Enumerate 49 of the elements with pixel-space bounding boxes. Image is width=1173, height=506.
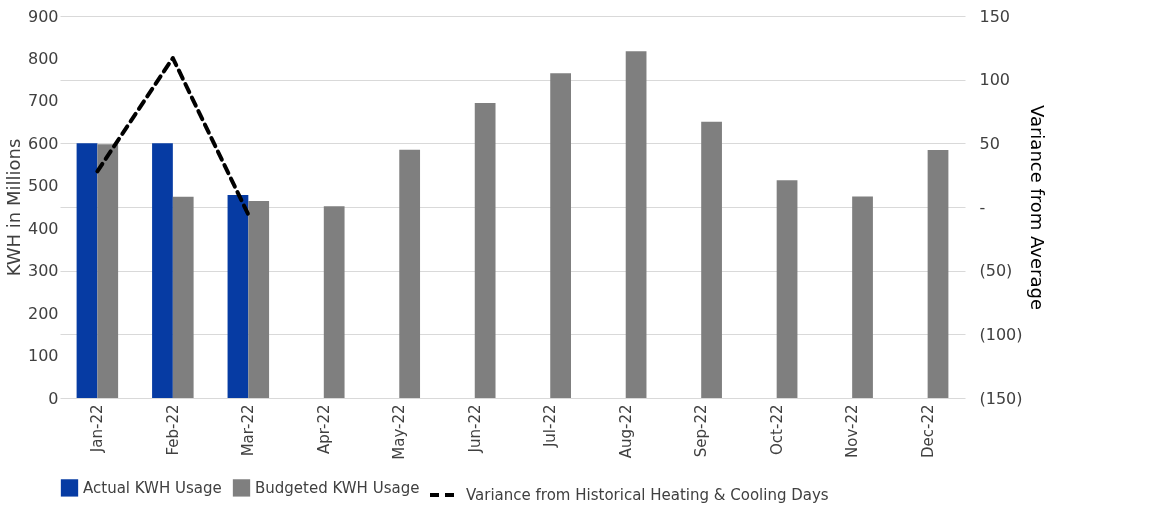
y2-tick-label: (150) [979,388,1023,408]
y2-axis-title: Variance from Average [1026,104,1048,311]
x-tick-label: Apr-22 [314,404,333,454]
y2-tick-label: - [979,197,986,217]
x-tick-label: Feb-22 [163,404,182,456]
bar [701,121,722,398]
y-tick-label: 800 [27,48,59,68]
bar [248,201,270,398]
y-tick-label: 100 [27,346,59,366]
x-tick-label: Nov-22 [843,404,862,458]
y-tick-label: 300 [27,261,59,281]
y-tick-label: 400 [27,218,59,238]
y-tick-label: 200 [27,303,59,323]
bar [97,144,119,398]
y2-tick-label: 50 [979,133,1000,153]
x-tick-label: Mar-22 [239,404,258,457]
y2-tick-label: (100) [979,324,1023,344]
bar [625,51,647,398]
x-tick-label: May-22 [390,404,409,460]
y-tick-label: 500 [27,176,59,196]
x-tick-label: Jun-22 [465,404,484,454]
x-tick-label: Oct-22 [767,404,786,455]
y2-tick-label: 150 [979,6,1011,26]
legend-label: Actual KWH Usage [83,478,222,497]
legend-label: Budgeted KWH Usage [255,478,420,497]
bar [227,195,249,398]
x-tick-label: Aug-22 [616,404,635,459]
y2-tick-label: 100 [979,70,1011,90]
x-tick-label: Dec-22 [918,404,937,459]
y-tick-label: 700 [27,91,59,111]
bar [399,149,421,398]
x-tick-label: Jul-22 [541,404,560,449]
y2-tick-label: (50) [979,261,1013,281]
bar [776,180,798,398]
bar [852,196,873,398]
y-tick-label: 600 [27,133,59,153]
y-axis-title: KWH in Millions [2,138,24,277]
bar [474,103,496,398]
legend-label: Variance from Historical Heating & Cooling Days [466,486,829,504]
x-tick-label: Sep-22 [692,404,711,458]
bar [550,73,571,398]
bar [76,143,98,398]
bar [152,143,173,398]
bar [172,196,194,398]
bar [927,150,949,398]
y-tick-label: 900 [27,6,59,26]
y-tick-label: 0 [48,388,59,408]
bar [323,206,345,398]
x-tick-label: Jan-22 [88,404,107,454]
